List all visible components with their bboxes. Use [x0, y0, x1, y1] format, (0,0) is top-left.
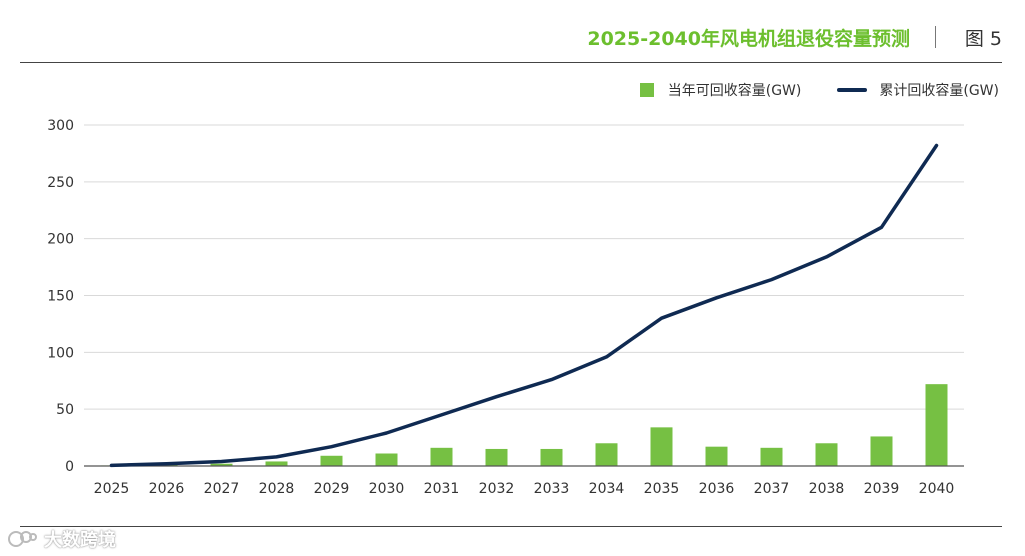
x-tick-label-2037: 2037 [754, 481, 790, 497]
y-tick-label-0: 0 [65, 459, 74, 475]
x-tick-label-2029: 2029 [314, 481, 350, 497]
bar-2038 [815, 443, 838, 466]
x-tick-label-2028: 2028 [259, 481, 295, 497]
x-tick-label-2030: 2030 [369, 481, 405, 497]
x-tick-label-2025: 2025 [94, 481, 130, 497]
bar-2033 [540, 448, 563, 466]
watermark-text: 大数跨境 [44, 530, 116, 551]
x-tick-label-2040: 2040 [919, 481, 955, 497]
legend-bar-swatch [639, 83, 654, 97]
bar-2040 [925, 384, 948, 466]
y-tick-label-50: 50 [56, 402, 74, 418]
figure-label: 图 5 [964, 28, 1002, 50]
bar-2030 [375, 453, 398, 466]
bottom-divider [20, 526, 1002, 527]
bar-2032 [485, 448, 508, 466]
bar-2039 [870, 436, 893, 466]
legend-bar-label: 当年可回收容量(GW) [667, 83, 802, 99]
y-tick-label-250: 250 [47, 175, 74, 191]
x-tick-label-2036: 2036 [699, 481, 735, 497]
x-tick-label-2032: 2032 [479, 481, 515, 497]
x-tick-label-2035: 2035 [644, 481, 680, 497]
bar-2031 [430, 447, 453, 466]
chart-title: 2025-2040年风电机组退役容量预测 [587, 28, 910, 50]
chart-legend: 当年可回收容量(GW) 累计回收容量(GW) [639, 80, 999, 100]
bar-2027 [210, 463, 233, 466]
y-tick-label-100: 100 [47, 345, 74, 361]
top-divider [20, 62, 1002, 63]
y-tick-label-150: 150 [47, 289, 74, 305]
bar-2029 [320, 455, 343, 466]
x-tick-label-2027: 2027 [204, 481, 240, 497]
x-tick-label-2031: 2031 [424, 481, 460, 497]
x-tick-label-2038: 2038 [809, 481, 845, 497]
title-separator [935, 26, 936, 48]
x-tick-label-2026: 2026 [149, 481, 185, 497]
bar-2035 [650, 427, 673, 466]
legend-line-label: 累计回收容量(GW) [879, 83, 999, 99]
y-tick-label-300: 300 [47, 118, 74, 134]
x-tick-label-2033: 2033 [534, 481, 570, 497]
watermark: 大数跨境 [8, 526, 116, 552]
x-tick-label-2034: 2034 [589, 481, 625, 497]
y-tick-label-200: 200 [47, 232, 74, 248]
legend-line-swatch [837, 88, 868, 92]
bar-2028 [265, 461, 288, 466]
bar-2034 [595, 443, 618, 466]
bar-2037 [760, 447, 783, 466]
x-tick-label-2039: 2039 [864, 481, 900, 497]
watermark-logo-icon [8, 531, 37, 547]
bar-2036 [705, 446, 728, 466]
header: 2025-2040年风电机组退役容量预测 图 5 [0, 20, 1002, 56]
cumulative-line [109, 143, 939, 468]
